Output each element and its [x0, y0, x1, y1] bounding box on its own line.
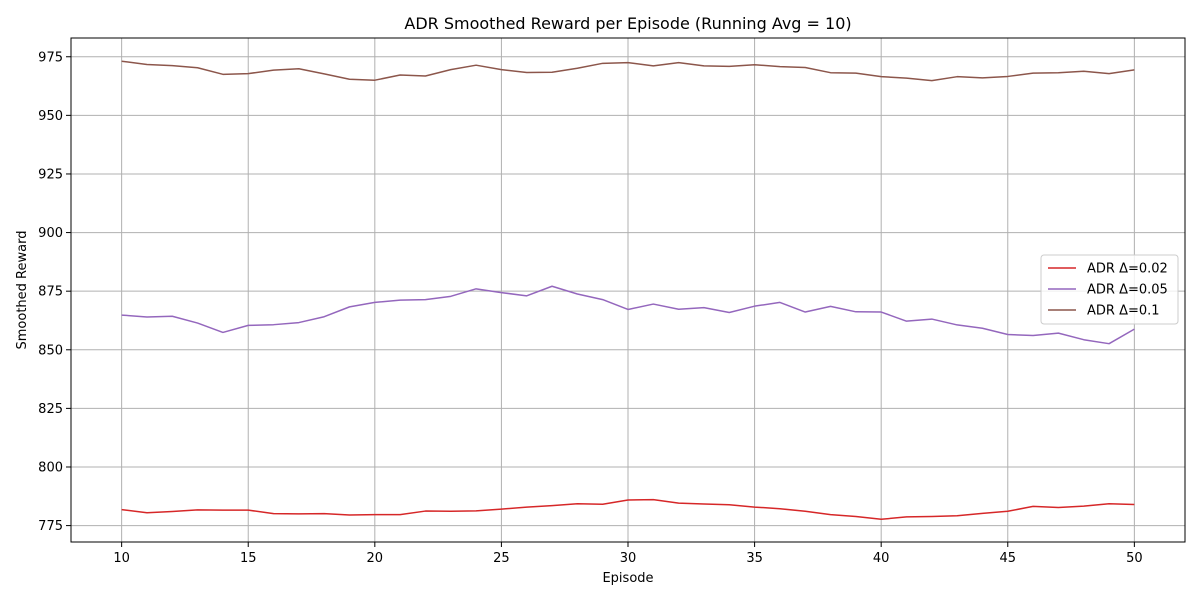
x-tick-label: 15 — [240, 551, 257, 566]
x-tick-label: 35 — [746, 551, 763, 566]
x-tick-label: 10 — [113, 551, 130, 566]
y-axis-ticks: 775 800 825 850 875 900 925 950 975 — [38, 50, 71, 534]
y-tick-label: 825 — [38, 402, 63, 417]
series-layer — [121, 60, 1135, 521]
grid-lines — [71, 38, 1185, 542]
series-line-1 — [121, 498, 1135, 521]
y-tick-label: 925 — [38, 167, 63, 182]
legend-box — [1040, 254, 1179, 325]
legend-label-3: ADR Δ=0.1 — [1087, 304, 1160, 319]
x-axis-ticks: 10 15 20 25 30 35 40 45 50 — [113, 542, 1143, 566]
legend-label-2: ADR Δ=0.05 — [1087, 283, 1168, 298]
series-line-2 — [121, 285, 1135, 345]
y-tick-label: 775 — [38, 519, 63, 534]
y-tick-label: 975 — [38, 50, 63, 65]
y-tick-label: 900 — [38, 226, 63, 241]
x-tick-label: 25 — [493, 551, 510, 566]
y-tick-label: 875 — [38, 285, 63, 300]
legend-label-1: ADR Δ=0.02 — [1087, 262, 1168, 277]
series-line-3 — [121, 60, 1135, 82]
x-tick-label: 40 — [873, 551, 890, 566]
x-tick-label: 30 — [620, 551, 637, 566]
x-tick-label: 20 — [367, 551, 384, 566]
y-axis-title: Smoothed Reward — [15, 231, 30, 350]
x-axis-title: Episode — [602, 571, 653, 586]
y-tick-label: 950 — [38, 109, 63, 124]
chart-title: ADR Smoothed Reward per Episode (Running… — [404, 14, 851, 33]
y-tick-label: 850 — [38, 343, 63, 358]
legend: ADR Δ=0.02 ADR Δ=0.05 ADR Δ=0.1 — [1040, 254, 1179, 325]
x-tick-label: 50 — [1126, 551, 1143, 566]
y-tick-label: 800 — [38, 460, 63, 475]
x-tick-label: 45 — [999, 551, 1016, 566]
